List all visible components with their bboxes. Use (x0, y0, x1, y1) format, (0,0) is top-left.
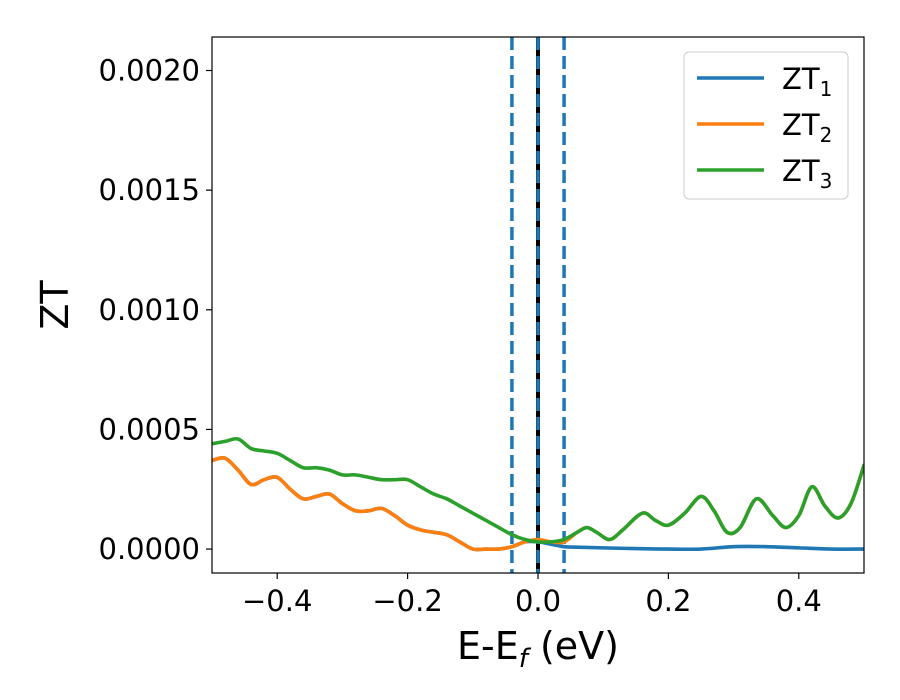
y-tick-label: 0.0010 (99, 293, 200, 327)
legend-label-zt3: ZT3 (782, 154, 832, 193)
x-tick-label: 0.4 (776, 584, 822, 618)
legend-entries: ZT1 ZT2 ZT3 (697, 62, 832, 193)
x-tick-label: 0.2 (645, 584, 691, 618)
x-axis-label: E-Ef (eV) (457, 624, 619, 674)
legend-label-zt2: ZT2 (782, 108, 832, 147)
series-line-zt3 (212, 436, 864, 544)
y-tick-label: 0.0005 (99, 412, 200, 446)
x-axis-label-unit: (eV) (528, 624, 619, 668)
y-axis-ticks: 0.0000 0.0005 0.0010 0.0015 0.0020 (99, 54, 212, 566)
legend-label-zt1: ZT1 (782, 62, 832, 101)
series-lines (212, 436, 864, 552)
x-axis-ticks: −0.4 −0.2 0.0 0.2 0.4 (242, 573, 822, 618)
y-axis-label: ZT (33, 280, 77, 330)
x-tick-label: −0.4 (242, 584, 312, 618)
y-tick-label: 0.0000 (99, 532, 200, 566)
legend-box (683, 51, 849, 200)
x-tick-label: −0.2 (372, 584, 442, 618)
x-tick-label: 0.0 (515, 584, 561, 618)
y-tick-label: 0.0020 (99, 54, 200, 88)
legend: ZT1 ZT2 ZT3 (683, 51, 849, 200)
x-axis-label-main: E-E (457, 624, 519, 668)
vertical-lines (510, 37, 566, 573)
y-tick-label: 0.0015 (99, 173, 200, 207)
